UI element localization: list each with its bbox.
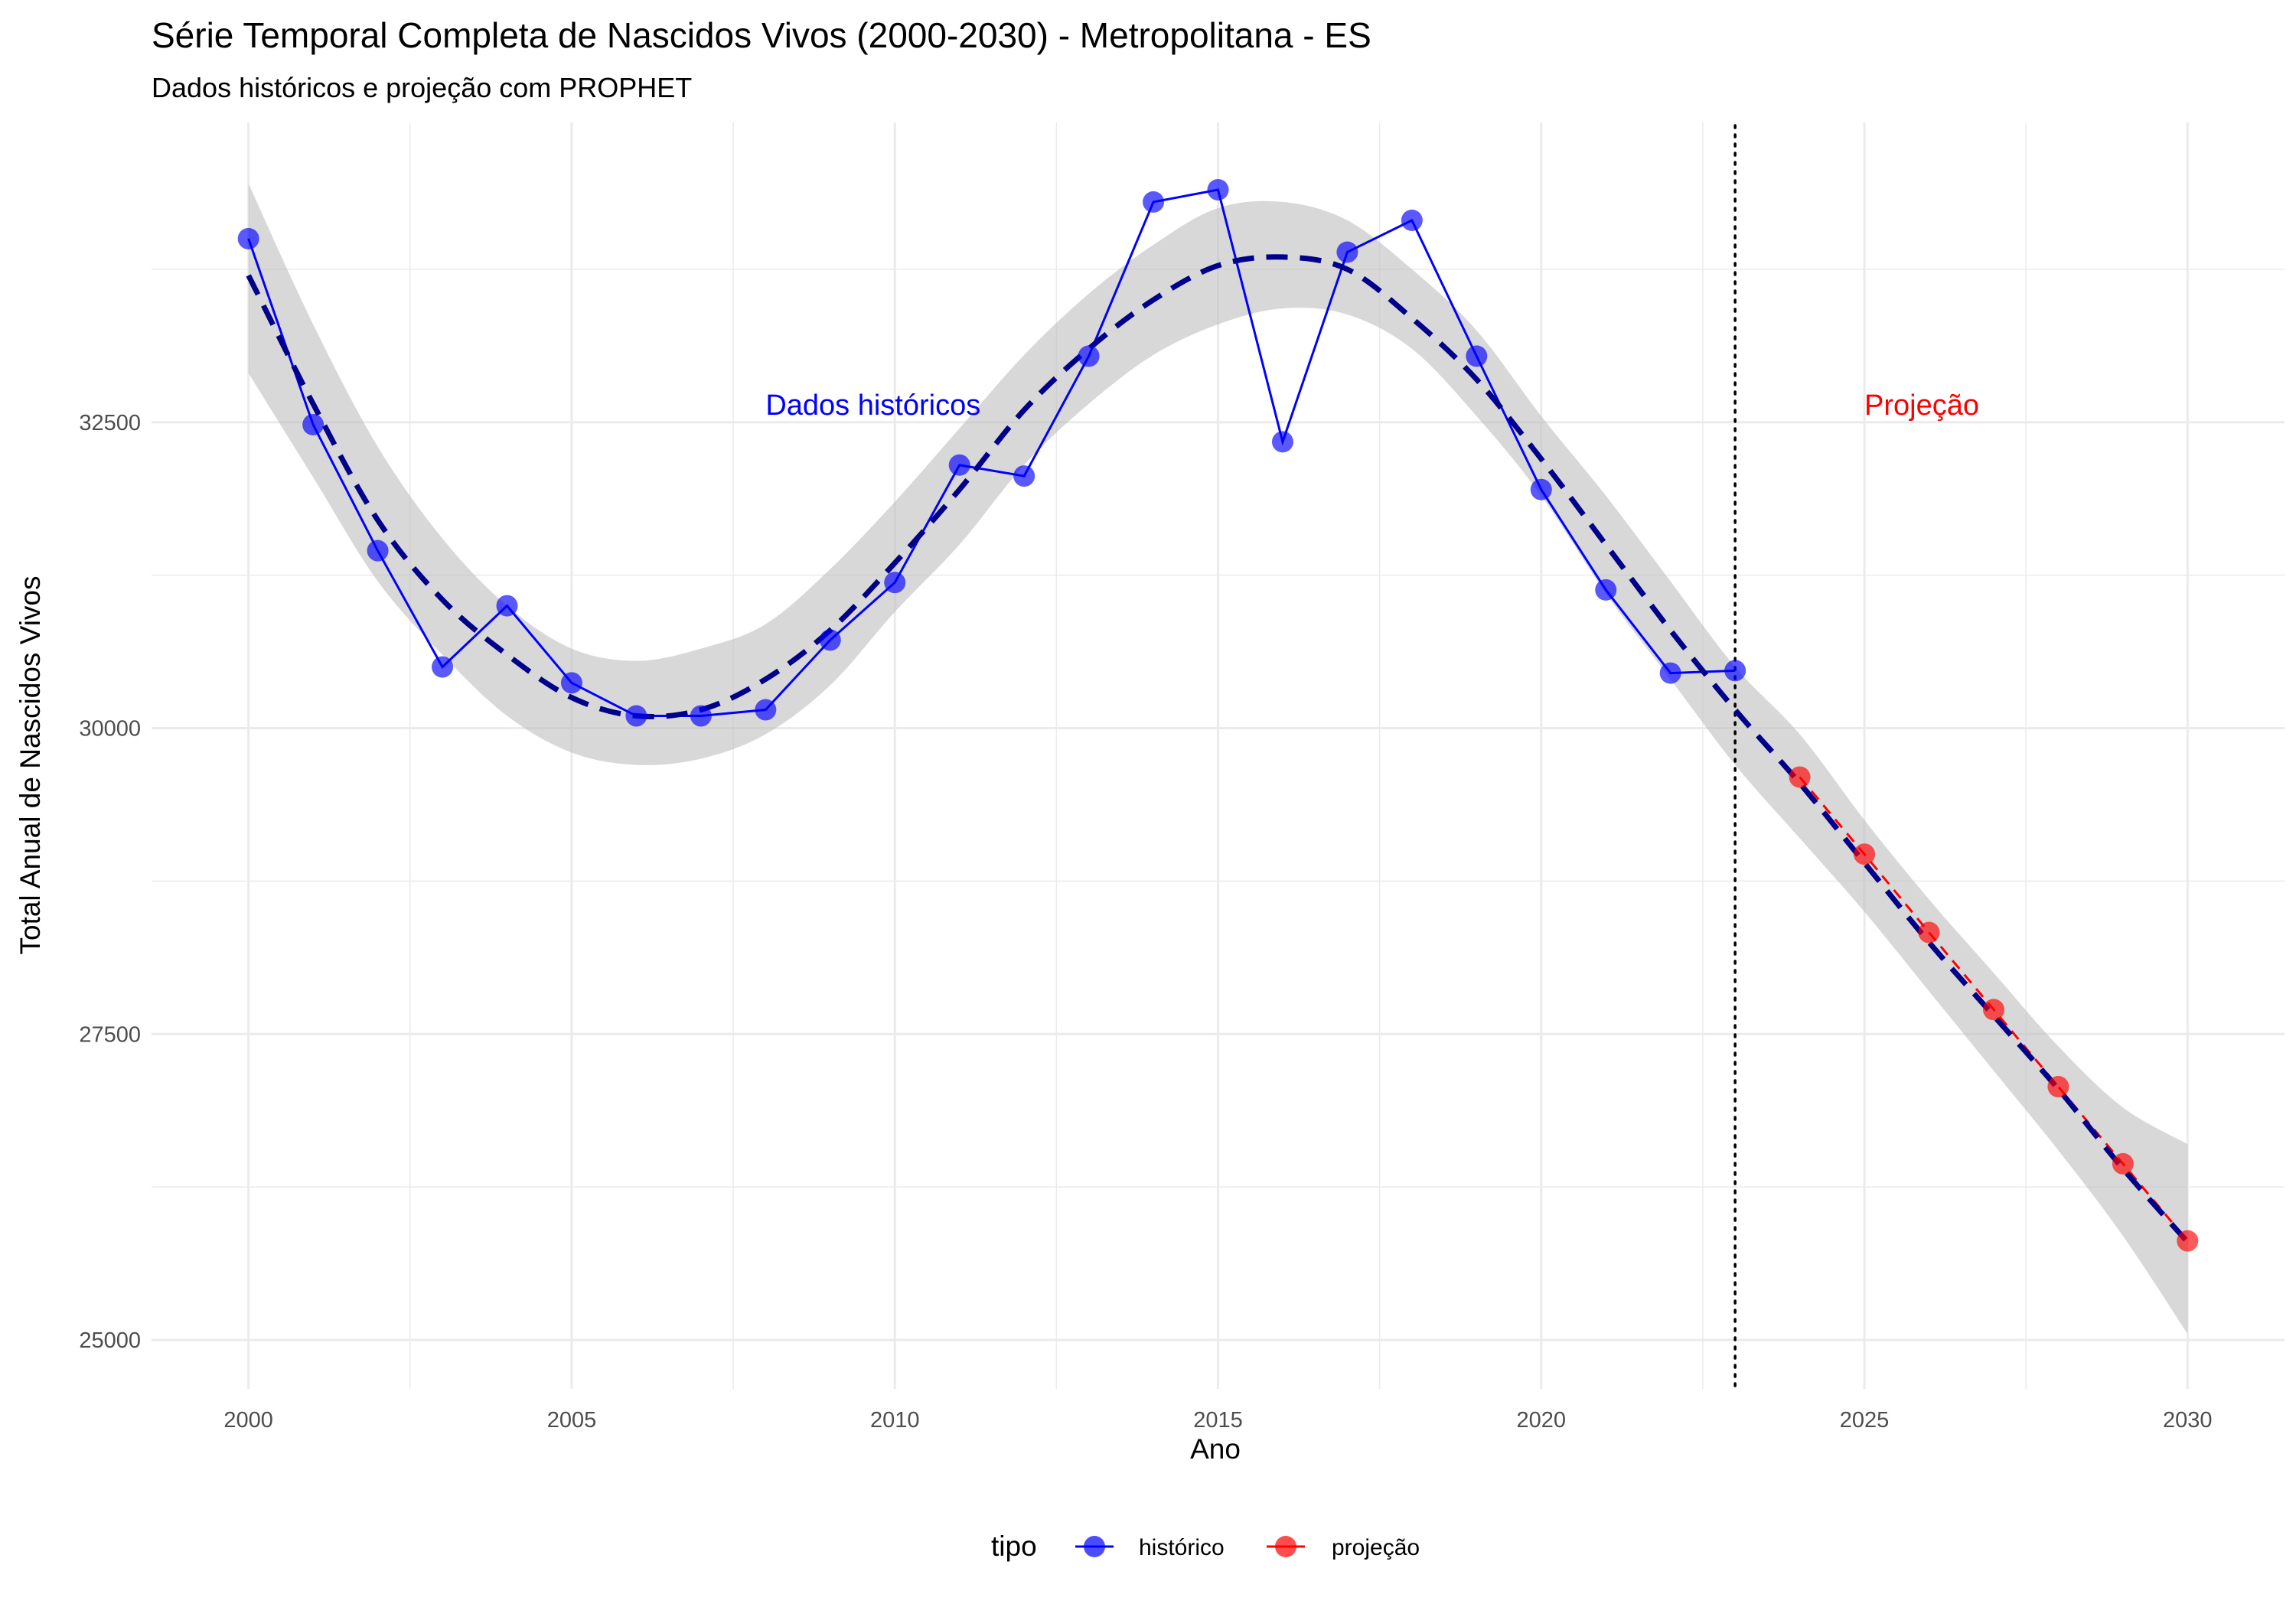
point-historico bbox=[1013, 465, 1035, 487]
legend-title: tipo bbox=[991, 1530, 1037, 1562]
x-tick-labels: 2000 2005 2010 2015 2020 2025 2030 bbox=[223, 1408, 2212, 1433]
y-tick-label: 30000 bbox=[79, 717, 141, 742]
confidence-band-area bbox=[248, 183, 2188, 1335]
point-historico bbox=[755, 699, 777, 721]
x-tick-label: 2005 bbox=[547, 1408, 597, 1433]
point-historico bbox=[302, 413, 325, 435]
point-historico bbox=[1207, 178, 1229, 200]
point-historico bbox=[690, 705, 712, 727]
chart-title: Série Temporal Completa de Nascidos Vivo… bbox=[152, 15, 1371, 55]
point-historico bbox=[432, 656, 454, 678]
point-historico bbox=[237, 227, 259, 249]
x-axis-title: Ano bbox=[1190, 1433, 1241, 1465]
data-points bbox=[237, 178, 2199, 1252]
point-historico bbox=[367, 539, 389, 562]
point-historico bbox=[1724, 660, 1746, 682]
point-projecao bbox=[1789, 766, 1811, 788]
confidence-band bbox=[248, 183, 2188, 1335]
legend: tipo histórico projeção bbox=[991, 1530, 1420, 1562]
trend-line bbox=[246, 254, 2190, 1244]
point-historico bbox=[1143, 191, 1165, 213]
point-historico bbox=[819, 629, 841, 651]
x-tick-label: 2015 bbox=[1193, 1408, 1243, 1433]
point-historico bbox=[496, 595, 518, 617]
legend-key-point-projecao bbox=[1275, 1536, 1296, 1557]
point-projecao bbox=[1918, 921, 1940, 944]
y-axis-title: Total Anual de Nascidos Vivos bbox=[15, 575, 46, 954]
point-historico bbox=[1466, 345, 1488, 367]
point-historico bbox=[884, 572, 906, 594]
y-tick-label: 32500 bbox=[79, 411, 141, 435]
x-tick-label: 2030 bbox=[2163, 1408, 2213, 1433]
point-projecao bbox=[2047, 1076, 2069, 1098]
point-historico bbox=[1659, 662, 1681, 684]
trend-dashed-line bbox=[246, 254, 2190, 1244]
point-historico bbox=[1336, 241, 1358, 263]
point-projecao bbox=[2112, 1152, 2134, 1175]
annotation-historico: Dados históricos bbox=[765, 390, 980, 422]
point-historico bbox=[1401, 209, 1423, 231]
point-projecao bbox=[1854, 843, 1876, 865]
legend-label-projecao: projeção bbox=[1332, 1535, 1420, 1560]
point-historico bbox=[1078, 345, 1100, 367]
point-projecao bbox=[2177, 1230, 2199, 1252]
point-historico bbox=[1595, 579, 1617, 601]
legend-label-historico: histórico bbox=[1139, 1535, 1225, 1560]
point-historico bbox=[560, 672, 582, 694]
y-tick-labels: 25000 27500 30000 32500 bbox=[79, 411, 141, 1353]
x-tick-label: 2000 bbox=[223, 1408, 273, 1433]
legend-item-projecao: projeção bbox=[1267, 1535, 1420, 1560]
point-projecao bbox=[1982, 999, 2004, 1021]
point-historico bbox=[1530, 478, 1552, 500]
annotations: Dados históricos Projeção bbox=[765, 390, 1979, 422]
legend-item-historico: histórico bbox=[1075, 1535, 1225, 1560]
x-tick-label: 2010 bbox=[870, 1408, 920, 1433]
y-tick-label: 25000 bbox=[79, 1328, 141, 1353]
point-historico bbox=[948, 454, 970, 476]
y-tick-label: 27500 bbox=[79, 1022, 141, 1047]
legend-key-point-historico bbox=[1084, 1536, 1105, 1557]
x-tick-label: 2020 bbox=[1517, 1408, 1567, 1433]
annotation-projecao: Projeção bbox=[1864, 390, 1979, 422]
series-line-historico bbox=[247, 188, 1736, 718]
chart-subtitle: Dados históricos e projeção com PROPHET bbox=[152, 72, 692, 103]
point-historico bbox=[625, 705, 647, 727]
x-tick-label: 2025 bbox=[1840, 1408, 1890, 1433]
point-historico bbox=[1271, 431, 1293, 453]
